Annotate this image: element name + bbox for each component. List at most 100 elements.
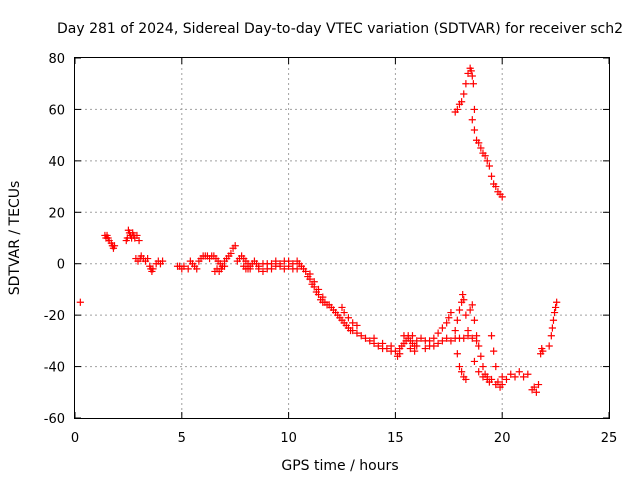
- data-point: [276, 260, 284, 268]
- data-point: [340, 308, 348, 317]
- data-point: [406, 344, 414, 353]
- y-axis-label: SDTVAR / TECUs: [7, 181, 23, 296]
- data-point: [443, 319, 451, 327]
- data-point: [447, 337, 455, 345]
- data-point: [468, 116, 476, 124]
- data-point: [217, 265, 225, 273]
- data-point: [475, 368, 483, 376]
- data-point: [285, 257, 293, 265]
- data-point: [530, 383, 538, 391]
- data-point: [469, 80, 477, 88]
- data-point: [149, 265, 157, 273]
- data-point: [470, 126, 479, 134]
- data-point: [133, 231, 141, 240]
- data-point: [549, 316, 558, 324]
- x-tick-label: 5: [178, 431, 186, 446]
- y-tick-label: 20: [48, 206, 65, 221]
- data-point: [434, 339, 442, 348]
- data-point: [378, 339, 387, 348]
- y-tick-label: -40: [44, 361, 65, 376]
- data-point: [492, 182, 500, 191]
- data-point: [502, 375, 511, 384]
- data-point: [353, 321, 361, 330]
- grid-lines: [75, 58, 609, 418]
- data-point: [374, 342, 382, 350]
- data-point: [434, 329, 442, 337]
- data-point: [464, 326, 472, 335]
- data-point: [445, 314, 453, 322]
- data-point: [227, 249, 235, 258]
- x-tick-label: 0: [71, 431, 79, 446]
- data-point: [438, 324, 446, 332]
- data-point: [293, 265, 301, 273]
- data-point: [534, 380, 543, 389]
- data-point: [468, 334, 476, 342]
- data-point: [349, 326, 357, 335]
- data-point: [314, 285, 323, 294]
- data-point: [477, 352, 485, 360]
- data-point: [421, 344, 429, 353]
- data-series-sch2: [76, 64, 561, 396]
- data-point: [184, 265, 192, 273]
- data-point: [498, 373, 506, 381]
- data-point: [453, 316, 461, 324]
- data-point: [391, 347, 399, 355]
- data-point: [459, 290, 467, 299]
- data-point: [475, 139, 483, 147]
- data-point: [193, 265, 201, 273]
- plot-frame: [74, 57, 610, 419]
- data-point: [467, 67, 475, 75]
- data-point: [458, 368, 466, 376]
- data-point: [408, 332, 417, 340]
- data-point: [366, 337, 374, 345]
- data-point: [383, 344, 391, 353]
- data-point: [498, 193, 506, 201]
- data-point: [413, 337, 421, 345]
- data-point: [430, 342, 438, 350]
- data-point: [357, 332, 365, 340]
- data-point: [547, 332, 555, 340]
- data-point: [231, 242, 239, 250]
- y-tick-label: -20: [44, 309, 65, 324]
- data-point: [552, 303, 560, 312]
- data-point: [519, 373, 528, 381]
- data-point: [451, 326, 459, 335]
- data-point: [553, 298, 561, 306]
- data-point: [280, 265, 288, 273]
- data-point: [443, 334, 451, 342]
- data-point: [487, 332, 496, 340]
- data-point: [393, 352, 402, 360]
- data-point: [468, 301, 476, 309]
- chart-title: Day 281 of 2024, Sidereal Day-to-day VTE…: [57, 21, 623, 37]
- data-point: [477, 144, 485, 152]
- data-point: [338, 303, 346, 312]
- y-tick-label: -60: [44, 412, 65, 427]
- data-point: [455, 362, 464, 371]
- data-point: [289, 260, 297, 268]
- data-point: [492, 362, 500, 371]
- data-point: [135, 236, 143, 245]
- data-point: [272, 257, 280, 265]
- data-point: [490, 347, 498, 355]
- data-point: [310, 278, 318, 286]
- y-tick-label: 40: [48, 155, 65, 170]
- data-point: [524, 370, 532, 378]
- data-point: [487, 375, 496, 384]
- data-point: [462, 80, 470, 88]
- data-point: [453, 105, 461, 114]
- data-point: [460, 334, 468, 342]
- data-point: [462, 375, 470, 384]
- data-point: [548, 324, 556, 332]
- data-point: [306, 270, 314, 278]
- data-point: [110, 242, 119, 250]
- data-point: [349, 319, 357, 327]
- data-point: [466, 306, 474, 314]
- data-point: [498, 380, 506, 389]
- data-point: [479, 362, 487, 371]
- data-point: [550, 308, 559, 317]
- data-point: [494, 378, 502, 386]
- data-point: [472, 332, 481, 340]
- x-tick-label: 15: [387, 431, 404, 446]
- data-point: [158, 257, 167, 265]
- data-point: [144, 254, 152, 263]
